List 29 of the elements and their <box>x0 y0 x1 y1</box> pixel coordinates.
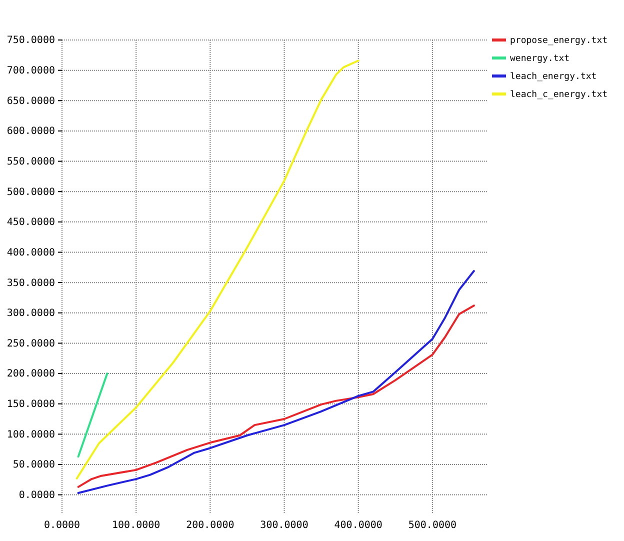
line-series <box>77 270 475 494</box>
y-tick-label: 550.0000 <box>6 156 55 168</box>
y-tick-label: 150.0000 <box>6 399 55 410</box>
x-tick-label: 400.0000 <box>334 520 382 531</box>
y-tick-label: 450.0000 <box>6 217 55 228</box>
y-tick-label: 300.0000 <box>6 308 55 320</box>
y-tick-label: 200.0000 <box>6 368 55 380</box>
y-tick-label: 700.0000 <box>6 66 55 77</box>
legend-label: leach_c_energy.txt <box>510 90 608 100</box>
legend-label: wenergy.txt <box>510 54 570 64</box>
legend-label: propose_energy.txt <box>510 36 608 46</box>
y-tick-label: 400.0000 <box>6 247 55 258</box>
y-tick-label: 600.0000 <box>6 126 55 138</box>
x-tick-label: 100.0000 <box>112 520 160 531</box>
line-series <box>76 60 360 480</box>
legend-label: leach_energy.txt <box>510 72 597 82</box>
y-tick-label: 250.0000 <box>6 338 55 350</box>
x-tick-label: 300.0000 <box>260 520 308 531</box>
line-series <box>77 304 475 488</box>
x-tick-label: 0.0000 <box>44 520 80 531</box>
y-tick-label: 100.0000 <box>6 429 55 440</box>
y-tick-label: 50.0000 <box>12 460 55 471</box>
x-tick-label: 500.0000 <box>408 520 457 531</box>
x-tick-label: 200.0000 <box>186 520 234 531</box>
y-tick-label: 750.0000 <box>6 35 55 46</box>
y-tick-label: 0.0000 <box>18 490 55 502</box>
y-tick-label: 350.0000 <box>6 278 55 289</box>
y-tick-label: 500.0000 <box>6 186 55 198</box>
y-tick-label: 650.0000 <box>6 96 55 107</box>
